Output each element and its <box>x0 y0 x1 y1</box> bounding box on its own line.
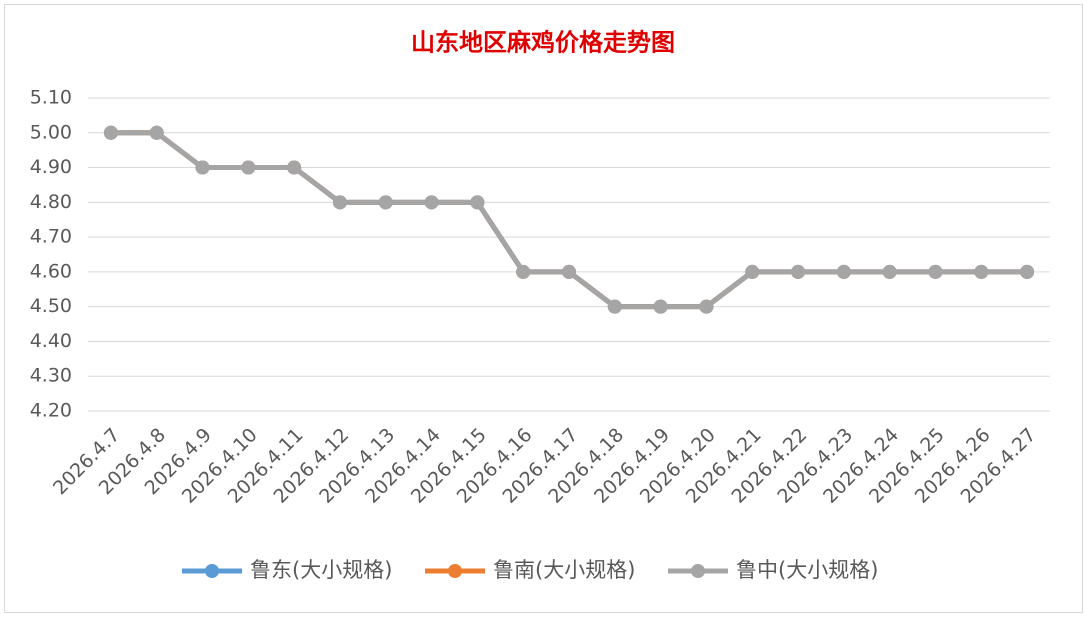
y-tick-label: 4.80 <box>30 191 72 213</box>
y-tick-label: 4.20 <box>30 400 72 422</box>
chart-frame <box>4 4 1083 613</box>
legend-label: 鲁南(大小规格) <box>493 558 635 582</box>
legend-marker <box>691 564 705 578</box>
point-marker <box>653 299 668 314</box>
legend-marker <box>448 564 462 578</box>
point-marker <box>791 264 806 279</box>
point-marker <box>195 160 210 175</box>
point-marker <box>516 264 531 279</box>
point-marker <box>928 264 943 279</box>
y-tick-label: 4.50 <box>30 295 72 317</box>
chart-title: 山东地区麻鸡价格走势图 <box>411 28 675 57</box>
point-marker <box>882 264 897 279</box>
legend-label: 鲁中(大小规格) <box>736 558 878 582</box>
point-marker <box>424 195 439 210</box>
point-marker <box>470 195 485 210</box>
legend-label: 鲁东(大小规格) <box>250 558 392 582</box>
legend-marker <box>205 564 219 578</box>
point-marker <box>1020 264 1035 279</box>
y-tick-label: 4.30 <box>30 365 72 387</box>
y-tick-label: 4.70 <box>30 226 72 248</box>
point-marker <box>241 160 256 175</box>
point-marker <box>974 264 989 279</box>
y-tick-label: 4.40 <box>30 330 72 352</box>
point-marker <box>378 195 393 210</box>
y-tick-label: 5.10 <box>30 87 72 109</box>
point-marker <box>699 299 714 314</box>
point-marker <box>836 264 851 279</box>
point-marker <box>287 160 302 175</box>
point-marker <box>332 195 347 210</box>
point-marker <box>149 125 164 140</box>
point-marker <box>103 125 118 140</box>
point-marker <box>745 264 760 279</box>
y-tick-label: 4.90 <box>30 156 72 178</box>
point-marker <box>607 299 622 314</box>
y-tick-label: 5.00 <box>30 121 72 143</box>
point-marker <box>562 264 576 279</box>
y-tick-label: 4.60 <box>30 260 72 282</box>
